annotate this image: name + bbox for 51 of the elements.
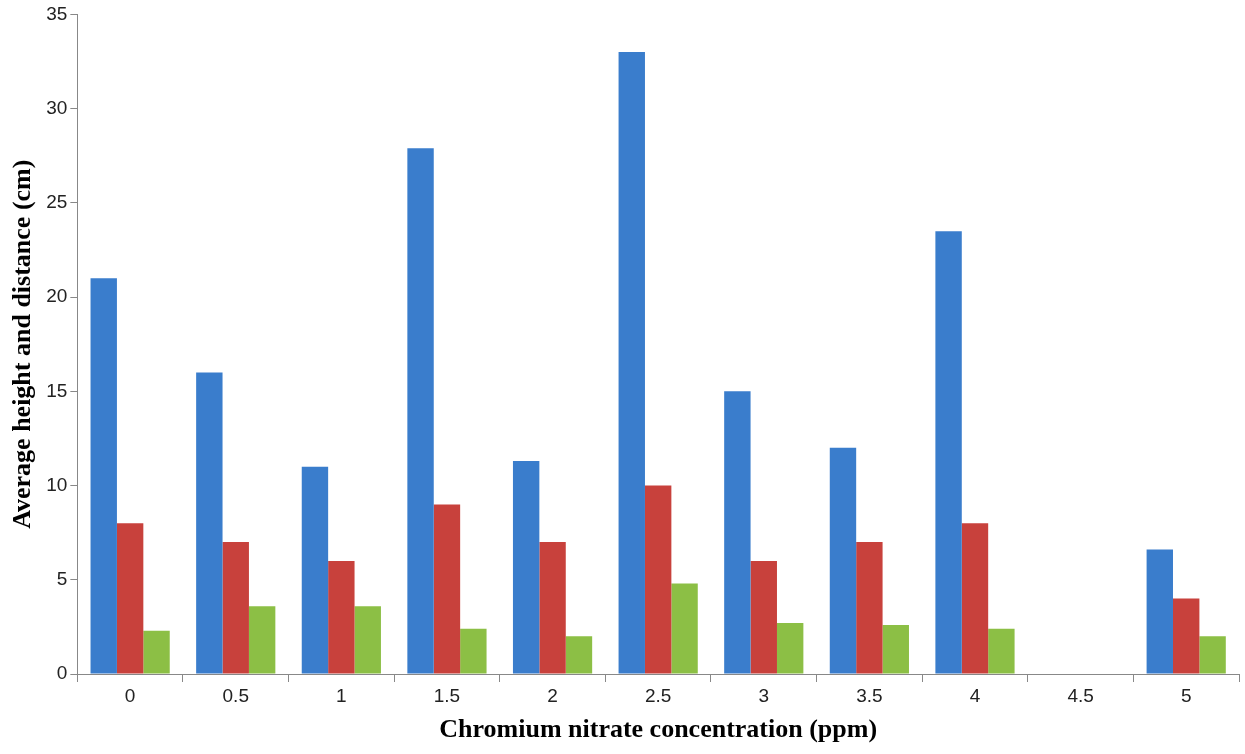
y-tick-label: 10 bbox=[46, 473, 68, 495]
y-tick-label: 15 bbox=[46, 379, 68, 401]
bar bbox=[222, 542, 249, 674]
bar bbox=[935, 231, 962, 674]
x-tick-label: 3 bbox=[758, 684, 770, 706]
y-tick-label: 0 bbox=[56, 662, 68, 684]
y-tick-label: 30 bbox=[46, 96, 68, 118]
x-tick-label: 4 bbox=[969, 684, 981, 706]
y-tick-label: 35 bbox=[46, 2, 68, 24]
bar bbox=[856, 542, 883, 674]
bar bbox=[407, 148, 434, 674]
x-tick-label: 3.5 bbox=[856, 684, 883, 706]
bar bbox=[961, 523, 989, 674]
x-tick-label: 5 bbox=[1180, 684, 1192, 706]
y-axis-title: Average height and distance (cm) bbox=[7, 159, 37, 529]
y-tick-label: 25 bbox=[46, 191, 68, 213]
bar bbox=[1173, 598, 1200, 674]
bar bbox=[1146, 549, 1173, 674]
bar bbox=[328, 560, 355, 674]
bar bbox=[776, 623, 804, 674]
bar bbox=[882, 625, 909, 674]
x-tick-label: 0.5 bbox=[222, 684, 249, 706]
bar bbox=[618, 52, 645, 674]
bar bbox=[565, 636, 593, 674]
y-tick-label: 5 bbox=[56, 568, 68, 590]
x-tick-label: 1 bbox=[336, 684, 347, 706]
x-tick-label: 2.5 bbox=[644, 684, 672, 706]
bar bbox=[90, 278, 117, 674]
bar bbox=[301, 466, 329, 674]
x-tick-label: 1.5 bbox=[433, 684, 461, 706]
x-tick-label: 0 bbox=[124, 684, 136, 706]
bar bbox=[829, 447, 857, 674]
bar bbox=[248, 606, 276, 674]
bar bbox=[539, 542, 566, 674]
bar bbox=[433, 504, 461, 674]
bar bbox=[724, 391, 751, 674]
bar bbox=[1199, 636, 1226, 674]
y-tick-label: 20 bbox=[46, 285, 68, 307]
bar bbox=[988, 628, 1015, 674]
bar bbox=[143, 630, 170, 674]
bar bbox=[116, 523, 144, 674]
x-axis-title: Chromium nitrate concentration (ppm) bbox=[439, 714, 878, 744]
bar bbox=[512, 461, 540, 674]
bar bbox=[671, 583, 698, 674]
bar bbox=[460, 628, 487, 674]
bar bbox=[750, 560, 777, 674]
x-tick-label: 2 bbox=[547, 684, 558, 706]
x-tick-label: 4.5 bbox=[1067, 684, 1094, 706]
bar bbox=[644, 485, 672, 674]
bar bbox=[354, 606, 381, 674]
bar bbox=[196, 372, 223, 674]
